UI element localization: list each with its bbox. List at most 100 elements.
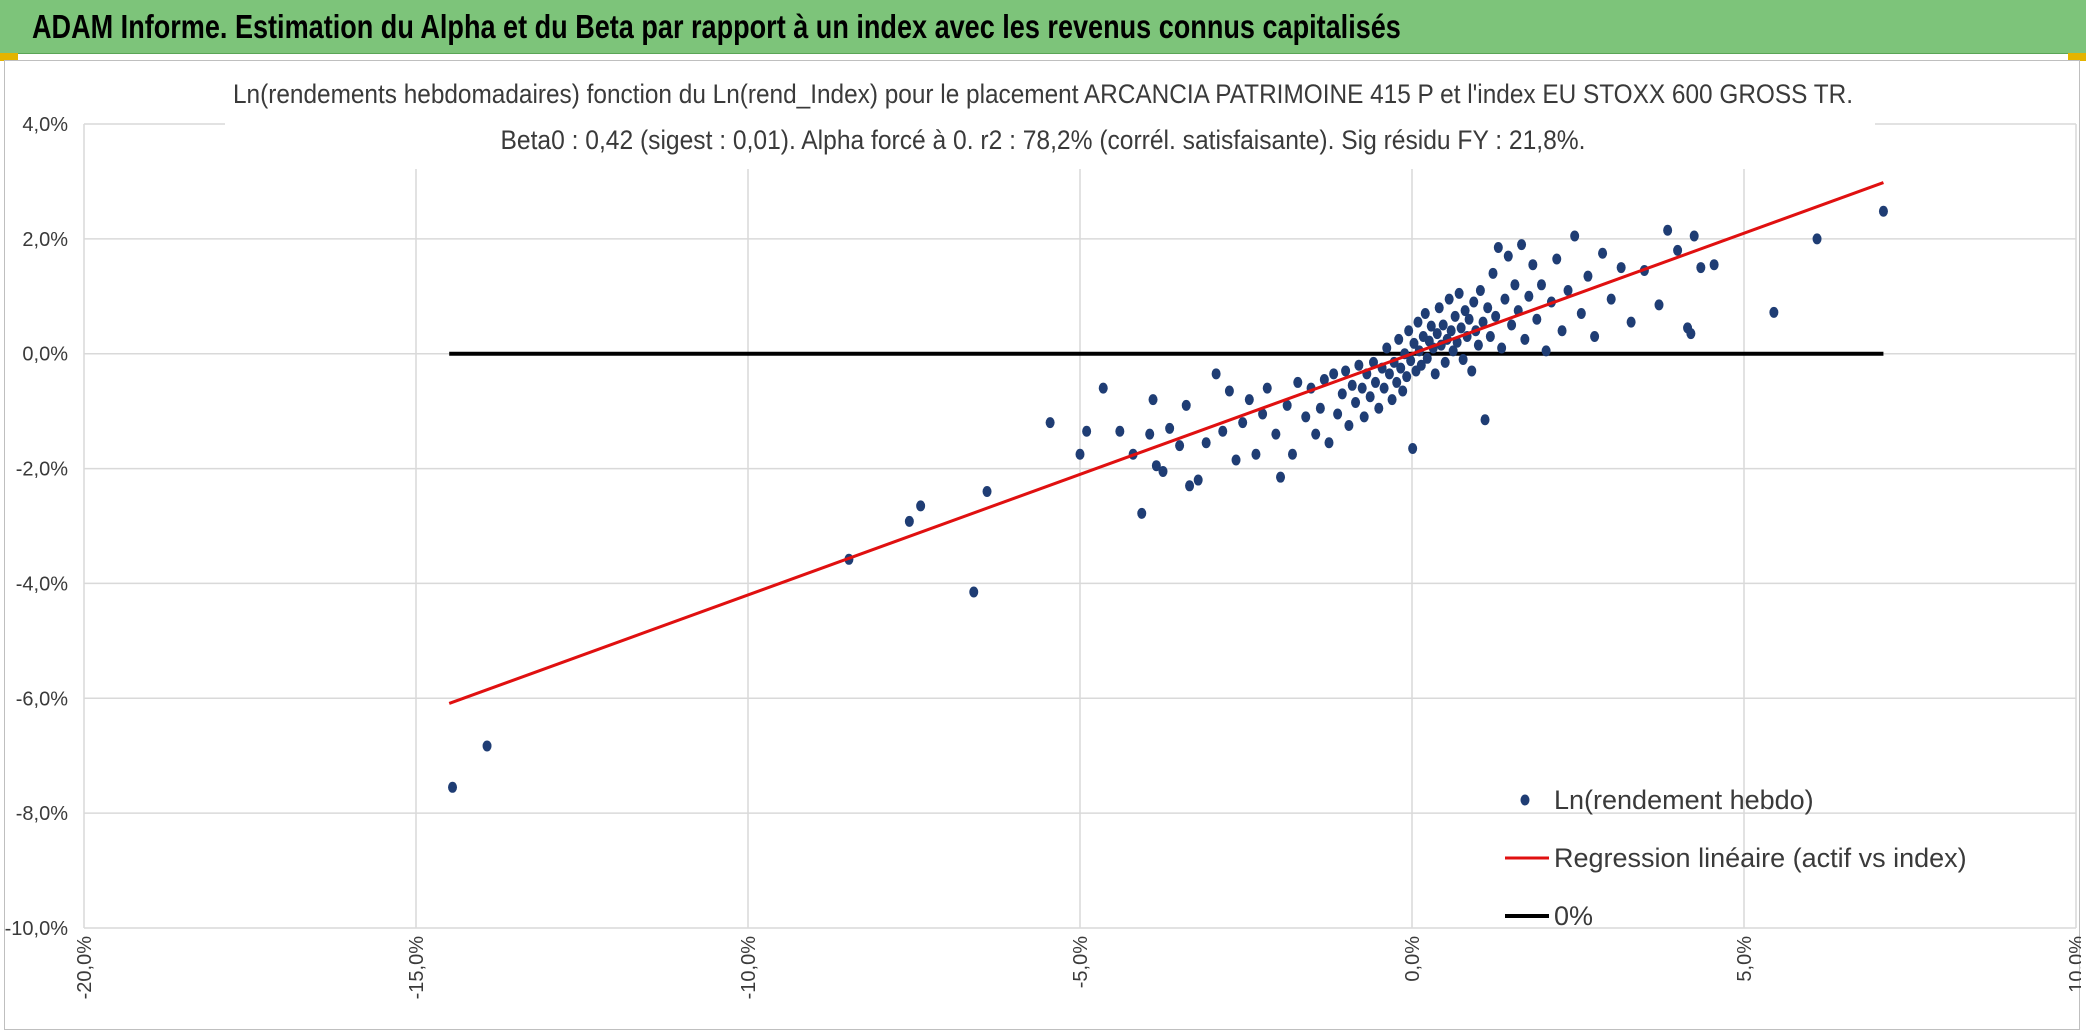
legend-label: Regression linéaire (actif vs index) [1554,843,1967,873]
data-point [1165,422,1175,434]
series-layer [448,181,1888,793]
chart-subtitle: Beta0 : 0,42 (sigest : 0,01). Alpha forc… [501,125,1586,155]
chart-title-background [225,65,1875,169]
chart-title: Ln(rendements hebdomadaires) fonction du… [233,79,1853,109]
data-point [1329,368,1339,380]
data-point [1812,233,1822,245]
data-point [1406,355,1416,367]
data-point [1398,385,1408,397]
data-point [1598,247,1608,259]
data-point [1450,310,1460,322]
data-point [1696,262,1706,274]
data-point [1686,328,1696,340]
data-point [1444,293,1454,305]
data-point [1458,353,1468,365]
data-point [1673,244,1683,256]
data-point [1145,428,1155,440]
data-point [1370,376,1380,388]
data-point [1394,333,1404,345]
y-tick-label: -4,0% [16,573,68,595]
y-tick-label: -8,0% [16,803,68,825]
data-point [1517,239,1527,251]
x-tick-label: 10,0% [2066,936,2081,993]
data-point [1483,302,1493,314]
data-point [1045,417,1055,429]
data-point [1503,250,1513,262]
data-point [1409,337,1419,349]
data-point [1344,420,1354,431]
data-point [1276,471,1286,483]
data-point [482,740,492,752]
data-point [1469,296,1479,308]
data-point [1491,310,1501,322]
data-point [969,586,979,598]
data-point [1552,253,1562,265]
data-point [1460,305,1470,317]
x-tick-label: 0,0% [1402,936,1424,982]
data-point [1115,425,1125,437]
data-point [1413,316,1423,328]
y-tick-label: -2,0% [16,459,68,481]
data-point [1570,230,1580,242]
data-point [1500,293,1510,305]
data-point [1454,287,1464,299]
y-tick-label: 2,0% [22,229,68,251]
data-point [1387,394,1397,406]
data-point [1271,428,1281,440]
data-point [1420,308,1430,320]
data-point [1359,411,1369,423]
data-point [1368,356,1378,368]
axis-ticks: 4,0% 2,0% 0,0% -2,0% -4,0% -6,0% -8,0% -10,0% -2… [5,114,2081,999]
data-point [1351,397,1361,409]
data-point [1075,448,1085,460]
corner-marker-right [2068,53,2086,61]
data-point [1374,402,1384,414]
data-point [1185,480,1195,492]
data-point [1287,448,1297,460]
data-point [982,486,992,498]
data-point [1315,402,1325,414]
data-point [1365,391,1375,403]
data-point [1379,382,1389,394]
data-point [1654,299,1664,311]
y-tick-label: -10,0% [5,918,68,940]
data-point [1576,308,1586,320]
data-point [1520,333,1530,345]
x-tick-label: 5,0% [1734,936,1756,982]
data-point [1354,359,1364,371]
data-point [1224,385,1234,397]
data-point [1456,322,1466,334]
data-point [1434,302,1444,314]
report-title: ADAM Informe. Estimation du Alpha et du … [32,8,1401,45]
chart-frame: 4,0% 2,0% 0,0% -2,0% -4,0% -6,0% -8,0% -10,0% -2… [4,60,2081,1030]
legend: Ln(rendement hebdo) Regression linéaire (… [1505,785,1967,931]
data-point [1497,342,1507,354]
data-point [1475,285,1485,297]
header-band: ADAM Informe. Estimation du Alpha et du … [0,0,2086,54]
data-point [1231,454,1241,466]
data-point [1347,379,1357,391]
data-point [1507,319,1517,331]
data-point [904,515,914,527]
data-point [1485,330,1495,342]
data-point [1769,306,1779,318]
y-tick-label: -6,0% [16,688,68,710]
data-point [1438,319,1448,331]
data-point [1524,290,1534,302]
data-point [1416,359,1426,371]
data-point [1282,399,1292,411]
data-point [1404,325,1414,337]
data-point [1148,394,1158,406]
data-point [1709,259,1719,271]
data-point [1324,437,1334,449]
data-point [1426,320,1436,332]
data-point [1541,345,1551,357]
data-point [1357,382,1367,394]
data-point [1464,313,1474,325]
data-point [1158,465,1168,477]
data-point [1082,425,1092,437]
data-point [1392,376,1402,388]
x-tick-label: -5,0% [1070,936,1092,988]
data-point [1590,330,1600,342]
x-tick-label: -10,0% [738,936,760,1000]
